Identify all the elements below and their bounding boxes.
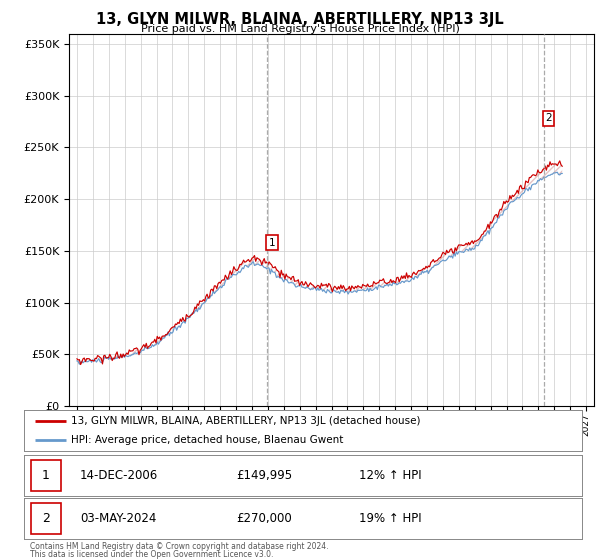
Text: HPI: Average price, detached house, Blaenau Gwent: HPI: Average price, detached house, Blae… — [71, 435, 344, 445]
Text: 1: 1 — [269, 237, 275, 248]
FancyBboxPatch shape — [31, 460, 61, 491]
Text: £270,000: £270,000 — [236, 512, 292, 525]
Text: Contains HM Land Registry data © Crown copyright and database right 2024.: Contains HM Land Registry data © Crown c… — [30, 542, 329, 550]
Text: 13, GLYN MILWR, BLAINA, ABERTILLERY, NP13 3JL: 13, GLYN MILWR, BLAINA, ABERTILLERY, NP1… — [96, 12, 504, 27]
Text: 2: 2 — [42, 512, 50, 525]
Text: 19% ↑ HPI: 19% ↑ HPI — [359, 512, 421, 525]
Text: This data is licensed under the Open Government Licence v3.0.: This data is licensed under the Open Gov… — [30, 550, 274, 559]
Text: Price paid vs. HM Land Registry's House Price Index (HPI): Price paid vs. HM Land Registry's House … — [140, 24, 460, 34]
Text: 2: 2 — [545, 114, 552, 123]
Text: £149,995: £149,995 — [236, 469, 292, 482]
Text: 1: 1 — [42, 469, 50, 482]
Text: 12% ↑ HPI: 12% ↑ HPI — [359, 469, 421, 482]
Text: 14-DEC-2006: 14-DEC-2006 — [80, 469, 158, 482]
Text: 13, GLYN MILWR, BLAINA, ABERTILLERY, NP13 3JL (detached house): 13, GLYN MILWR, BLAINA, ABERTILLERY, NP1… — [71, 417, 421, 426]
FancyBboxPatch shape — [31, 503, 61, 534]
Text: 03-MAY-2024: 03-MAY-2024 — [80, 512, 156, 525]
